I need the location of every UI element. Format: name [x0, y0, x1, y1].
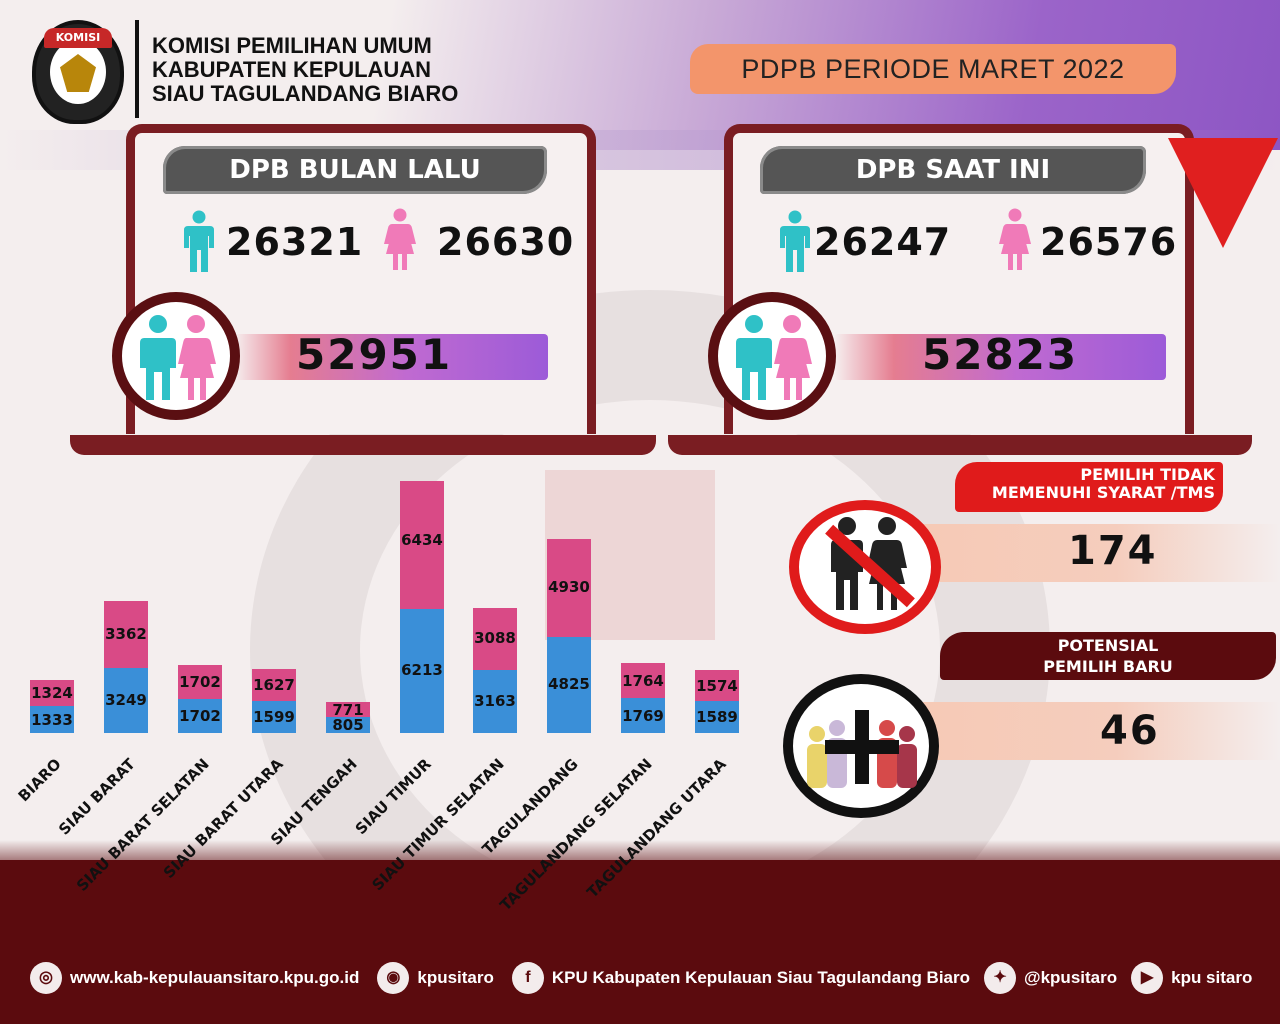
- bar-segment-lower: [547, 637, 591, 733]
- twitter-icon: ✦: [984, 962, 1017, 994]
- couple-icon: [140, 315, 216, 400]
- bar-value-label: 771: [332, 700, 364, 719]
- bar-value-label: 1702: [179, 707, 221, 725]
- female-count-last: 26630: [437, 220, 575, 264]
- total-count-now: 52823: [922, 330, 1079, 379]
- bar-segment-upper: [30, 680, 74, 706]
- dpb-now-title: DPB SAAT INI: [760, 146, 1146, 194]
- bar-value-label: 1702: [179, 673, 221, 691]
- logo-banner: KOMISI: [44, 28, 112, 48]
- bar-segment-upper: [547, 539, 591, 637]
- female-icon: [384, 208, 416, 270]
- footer-links: ◎ www.kab-kepulauansitaro.kpu.go.id ◉ kp…: [30, 962, 1252, 994]
- bar-segment-lower: [252, 701, 296, 733]
- bar-value-label: 1324: [31, 684, 73, 702]
- tms-title-line-1: PEMILIH TIDAK: [1080, 465, 1215, 484]
- bar-segment-upper: [252, 669, 296, 701]
- stacked-bar-chart: 1333 1324 BIARO 3249 3362 SIAU BARAT 1702 1702 S…: [0, 460, 780, 914]
- organization-name: KOMISI PEMILIHAN UMUM KABUPATEN KEPULAUA…: [152, 34, 458, 106]
- bar-segment-upper: [473, 608, 517, 670]
- tms-title-line-2: MEMENUHI SYARAT /TMS: [991, 483, 1215, 502]
- footer-background: [0, 860, 1280, 1024]
- bar-value-label: 3088: [474, 629, 516, 647]
- crowd-icon: [807, 710, 917, 788]
- potential-title: POTENSIAL PEMILIH BARU: [940, 632, 1276, 680]
- footer-facebook[interactable]: KPU Kabupaten Kepulauan Siau Tagulandang…: [551, 968, 971, 987]
- org-line-2: KABUPATEN KEPULAUAN: [152, 57, 432, 82]
- period-banner: PDPB PERIODE MARET 2022: [690, 44, 1176, 94]
- couple-circle-last: [112, 292, 240, 420]
- total-band-now: [834, 334, 1166, 380]
- youtube-icon: ▶: [1131, 962, 1164, 994]
- bar-value-label: 1769: [622, 706, 664, 725]
- header-divider: [135, 20, 139, 118]
- couple-icon: [736, 315, 812, 400]
- male-icon: [184, 210, 214, 272]
- potential-title-line-2: PEMILIH BARU: [1043, 657, 1173, 676]
- bar-segment-lower: [621, 698, 665, 733]
- bar-segment-upper: [621, 663, 665, 698]
- male-icon: [780, 210, 810, 272]
- bar-segment-upper: [326, 702, 370, 717]
- bar-value-label: 805: [332, 716, 364, 734]
- instagram-icon: ◉: [377, 962, 410, 994]
- org-line-1: KOMISI PEMILIHAN UMUM: [152, 33, 432, 58]
- bar-segment-upper: [695, 670, 739, 701]
- bar-value-label: 3249: [105, 690, 147, 709]
- bar-value-label: 1333: [31, 710, 73, 729]
- female-count-now: 26576: [1040, 220, 1178, 264]
- bar-segment-lower: [30, 706, 74, 733]
- laptop-base-last-month: [70, 435, 656, 455]
- total-count-last: 52951: [296, 330, 453, 379]
- dpb-last-title: DPB BULAN LALU: [163, 146, 547, 194]
- bar-value-label: 1764: [622, 671, 664, 690]
- bar-value-label: 4930: [548, 578, 590, 596]
- globe-icon: ◎: [30, 962, 62, 994]
- male-count-last: 26321: [226, 220, 364, 264]
- org-line-3: SIAU TAGULANDANG BIARO: [152, 81, 459, 106]
- bar-value-label: 4825: [548, 675, 590, 693]
- bar-segment-lower: [695, 701, 739, 733]
- bar-value-label: 3362: [105, 624, 147, 643]
- bar-segment-lower: [473, 670, 517, 733]
- bar-segment-lower: [104, 668, 148, 733]
- bar-value-label: 1589: [696, 708, 738, 726]
- potential-value: 46: [1100, 708, 1160, 754]
- footer-website[interactable]: www.kab-kepulauansitaro.kpu.go.id: [70, 968, 360, 987]
- couple-circle-now: [708, 292, 836, 420]
- facebook-icon: f: [511, 962, 544, 994]
- bar-segment-lower: [400, 609, 444, 733]
- bar-value-label: 6434: [401, 531, 443, 549]
- bar-segment-lower: [178, 699, 222, 733]
- laptop-base-current: [668, 435, 1252, 455]
- potential-title-line-1: POTENSIAL: [1057, 636, 1159, 655]
- bar-value-label: 1574: [696, 676, 738, 695]
- bar-segment-upper: [104, 601, 148, 668]
- footer-youtube[interactable]: kpu sitaro: [1171, 968, 1253, 987]
- bar-segment-upper: [178, 665, 222, 699]
- male-count-now: 26247: [814, 220, 952, 264]
- bar-value-label: 3163: [474, 691, 516, 710]
- kpu-logo: KOMISI: [32, 20, 124, 124]
- bar-value-label: 1599: [253, 708, 295, 726]
- bar-value-label: 6213: [401, 661, 443, 679]
- crowd-plus-icon: [783, 674, 939, 818]
- footer-twitter[interactable]: @kpusitaro: [1024, 968, 1118, 987]
- bar-value-label: 1627: [253, 676, 295, 694]
- female-icon: [999, 208, 1031, 270]
- bar-segment-lower: [326, 717, 370, 733]
- bar-segment-upper: [400, 481, 444, 609]
- total-band-last: [234, 334, 548, 380]
- tms-title: PEMILIH TIDAK MEMENUHI SYARAT /TMS: [955, 462, 1223, 512]
- footer-instagram[interactable]: kpusitaro: [417, 968, 494, 987]
- tms-value: 174: [1068, 528, 1158, 574]
